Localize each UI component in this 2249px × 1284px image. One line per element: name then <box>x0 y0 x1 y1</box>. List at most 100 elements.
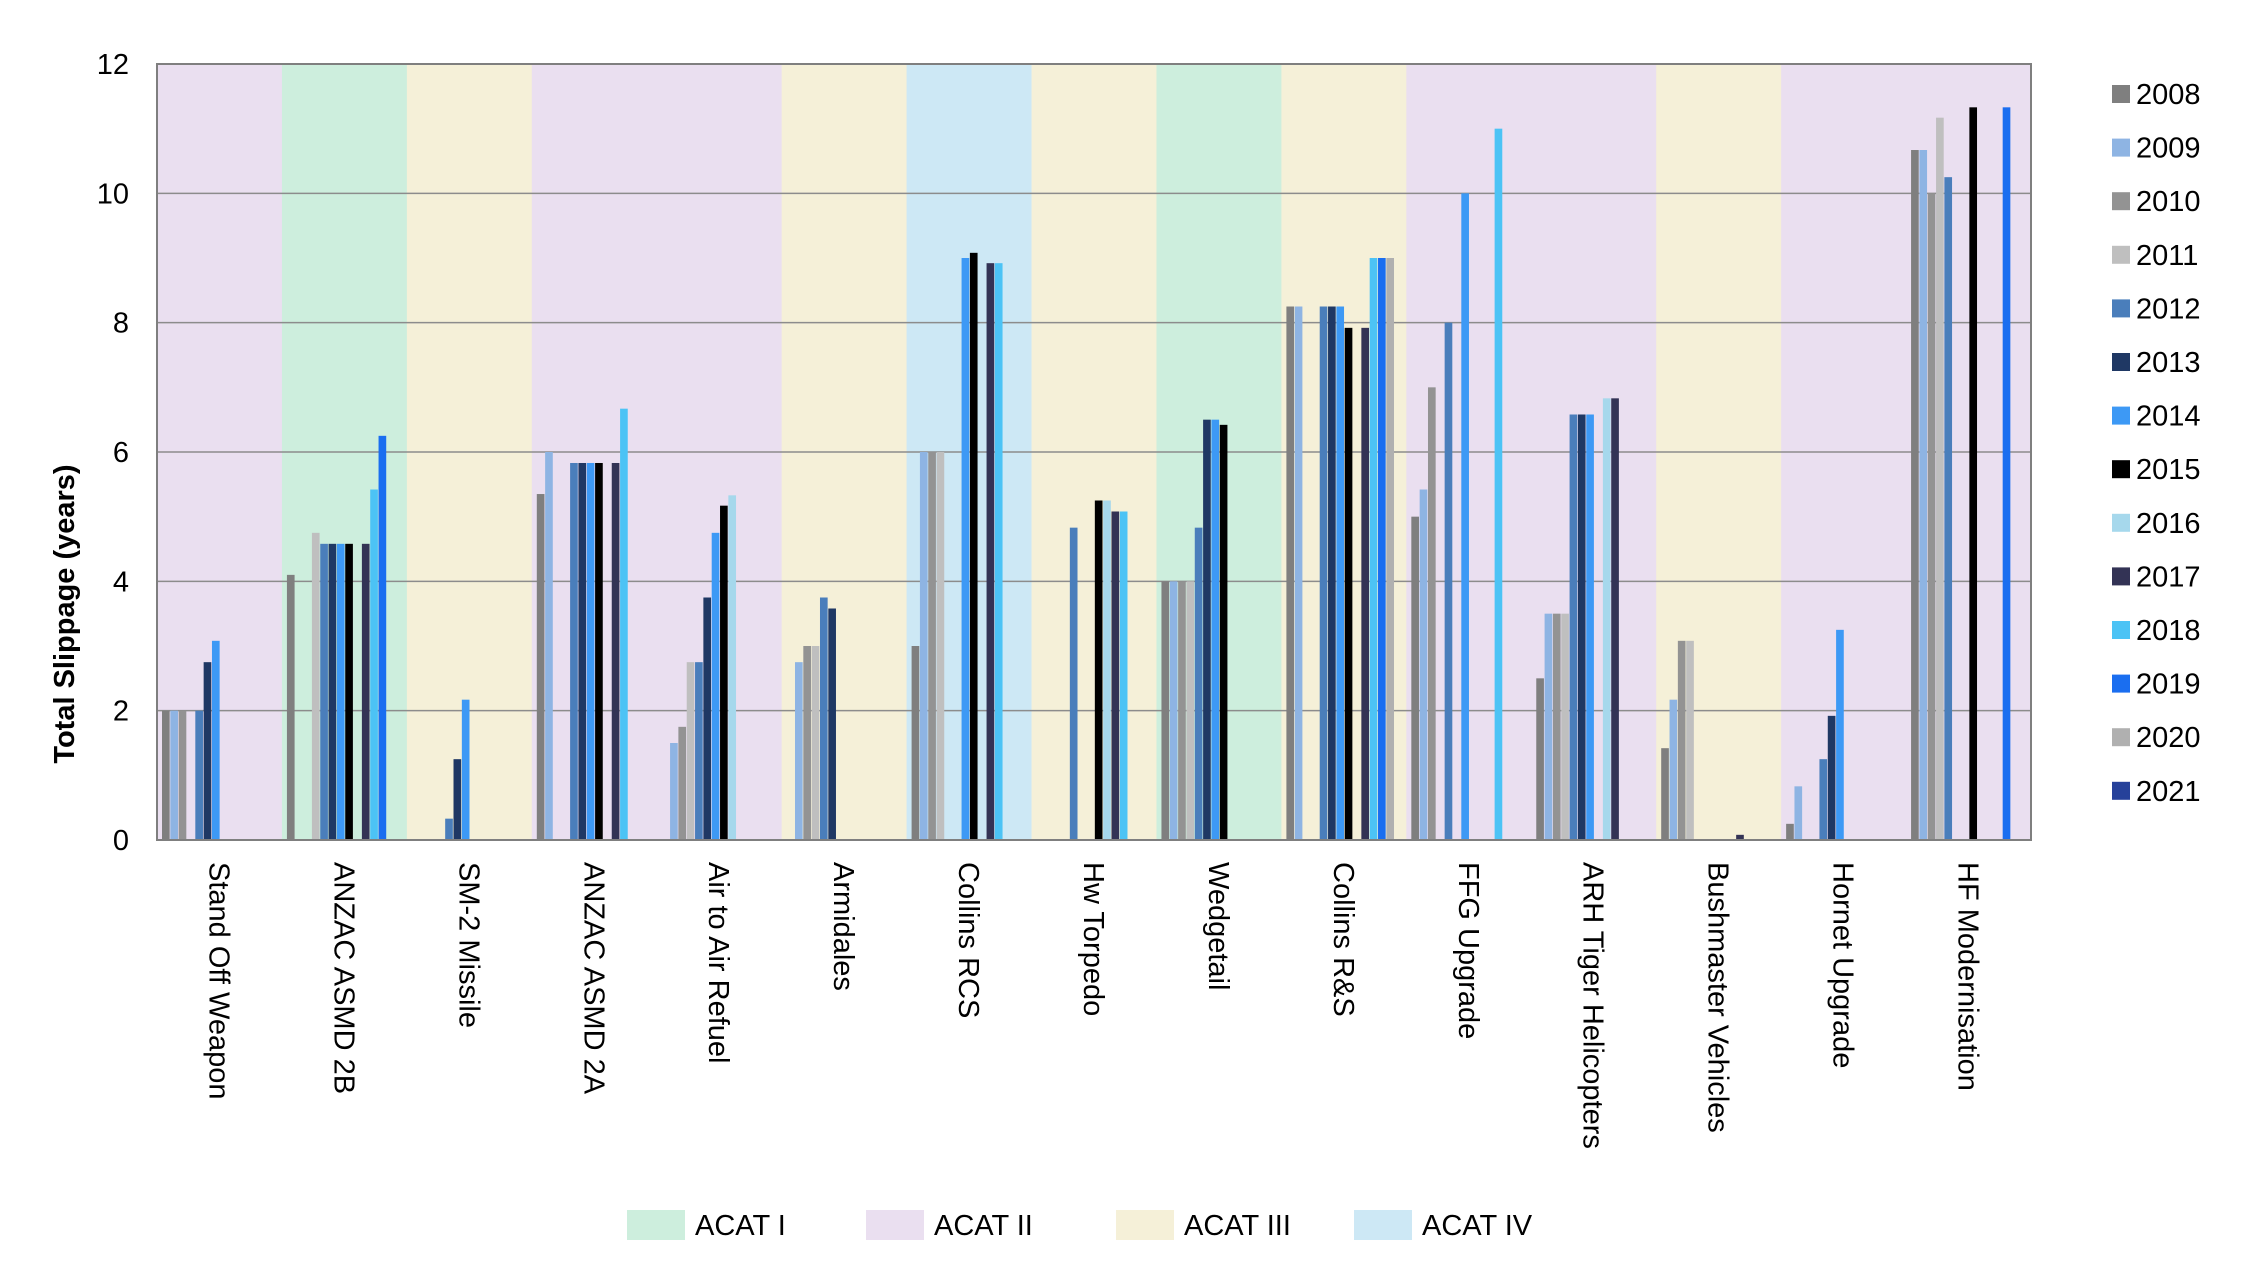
legend-item-2016: 2016 <box>2112 508 2201 540</box>
legend-item-2014: 2014 <box>2112 401 2201 433</box>
legend-label-2009: 2009 <box>2136 133 2201 165</box>
bar-air-to-air-refuel-2015 <box>720 505 728 840</box>
bar-collins-rands-2015 <box>1344 327 1353 841</box>
bar-hw-torpedo-2016 <box>1103 500 1111 840</box>
bar-arh-tiger-helicopters-2008 <box>1536 678 1544 840</box>
legend-label-2017: 2017 <box>2136 561 2201 593</box>
x-category-hf-modernisation: HF Modernisation <box>1952 862 1984 1091</box>
legend-label-2013: 2013 <box>2136 347 2201 379</box>
bar-arh-tiger-helicopters-2012 <box>1569 414 1578 840</box>
bars <box>161 107 2011 841</box>
bar-wedgetail-2013 <box>1203 419 1211 840</box>
bar-anzac-asmd-2a-2015 <box>595 462 603 840</box>
bar-air-to-air-refuel-2013 <box>703 597 712 840</box>
x-category-collins-rcs: Collins RCS <box>952 862 984 1018</box>
bar-anzac-asmd-2b-2011 <box>311 532 320 840</box>
legend-item-2008: 2008 <box>2112 79 2201 111</box>
y-tick-2: 2 <box>113 696 129 728</box>
class-swatch-acat-iv <box>1354 1210 1412 1240</box>
bar-air-to-air-refuel-2011 <box>686 662 695 840</box>
legend-swatch-2020 <box>2112 728 2130 747</box>
bar-sm-2-missile-2013 <box>453 759 462 840</box>
bar-hornet-upgrade-2012 <box>1819 759 1828 840</box>
x-category-ffg-upgrade: FFG Upgrade <box>1452 862 1484 1039</box>
legend-item-2017: 2017 <box>2112 561 2201 593</box>
x-category-arh-tiger-helicopters: ARH Tiger Helicopters <box>1577 862 1609 1149</box>
bar-armidales-2011 <box>811 646 820 840</box>
bar-collins-rcs-2017 <box>986 263 995 840</box>
y-tick-10: 10 <box>97 178 129 210</box>
bar-sm-2-missile-2014 <box>461 699 470 840</box>
class-legend-acat-i: ACAT I <box>627 1210 786 1242</box>
class-label-acat-iv: ACAT IV <box>1422 1210 1533 1242</box>
bar-arh-tiger-helicopters-2009 <box>1544 613 1553 840</box>
bar-collins-rands-2018 <box>1369 258 1378 840</box>
y-axis-label: Total Slippage (years) <box>49 464 81 763</box>
legend-label-2012: 2012 <box>2136 293 2201 325</box>
legend-swatch-2021 <box>2112 781 2130 800</box>
x-category-bushmaster-vehicles: Bushmaster Vehicles <box>1702 862 1734 1133</box>
bar-bushmaster-vehicles-2010 <box>1677 640 1686 840</box>
class-swatch-acat-iii <box>1116 1210 1174 1240</box>
bar-collins-rands-2009 <box>1294 306 1303 840</box>
bar-ffg-upgrade-2018 <box>1494 128 1503 840</box>
class-label-acat-iii: ACAT III <box>1184 1210 1291 1242</box>
bar-wedgetail-2012 <box>1194 527 1203 840</box>
bar-hw-torpedo-2012 <box>1069 527 1078 840</box>
bar-arh-tiger-helicopters-2010 <box>1552 613 1561 840</box>
legend-swatch-2009 <box>2112 138 2130 157</box>
x-category-collins-rands: Collins R&S <box>1327 862 1359 1017</box>
legend-swatch-2017 <box>2112 567 2130 586</box>
bar-stand-off-weapon-2014 <box>211 640 220 840</box>
bar-collins-rands-2014 <box>1336 306 1345 840</box>
class-swatch-acat-i <box>627 1210 685 1240</box>
legend-swatch-2016 <box>2112 513 2130 532</box>
legend-label-2019: 2019 <box>2136 669 2201 701</box>
bar-anzac-asmd-2b-2013 <box>328 543 337 840</box>
bar-collins-rands-2008 <box>1286 306 1295 840</box>
bar-anzac-asmd-2b-2008 <box>286 574 295 840</box>
bar-hf-modernisation-2019 <box>2002 107 2011 841</box>
bar-anzac-asmd-2a-2014 <box>586 462 595 840</box>
bar-sm-2-missile-2012 <box>445 818 453 840</box>
bar-collins-rcs-2014 <box>961 258 970 840</box>
bar-collins-rands-2020 <box>1386 258 1395 840</box>
legend-swatch-2019 <box>2112 674 2130 693</box>
bar-stand-off-weapon-2008 <box>161 710 170 840</box>
bar-armidales-2010 <box>803 646 811 840</box>
bar-stand-off-weapon-2009 <box>170 710 178 840</box>
legend-swatch-2012 <box>2112 299 2130 318</box>
x-category-hw-torpedo: Hw Torpedo <box>1077 862 1109 1016</box>
x-category-wedgetail: Wedgetail <box>1202 862 1234 990</box>
bar-bushmaster-vehicles-2008 <box>1661 748 1669 840</box>
bar-ffg-upgrade-2009 <box>1419 489 1428 840</box>
legend-swatch-2008 <box>2112 85 2130 103</box>
x-axis-categories: Stand Off Weapon ANZAC ASMD 2B SM-2 Missil… <box>202 862 1983 1149</box>
bar-ffg-upgrade-2014 <box>1461 193 1469 841</box>
x-category-hornet-upgrade: Hornet Upgrade <box>1827 862 1859 1068</box>
class-label-acat-i: ACAT I <box>695 1210 786 1242</box>
legend-label-2016: 2016 <box>2136 508 2201 540</box>
y-axis-ticks: 0 2 4 6 8 10 12 <box>97 49 129 857</box>
bar-anzac-asmd-2a-2018 <box>620 408 628 840</box>
legend-label-2008: 2008 <box>2136 79 2201 111</box>
class-legend-acat-ii: ACAT II <box>866 1210 1033 1242</box>
bar-anzac-asmd-2b-2019 <box>378 435 387 840</box>
bar-hornet-upgrade-2013 <box>1827 715 1836 840</box>
bar-wedgetail-2014 <box>1211 419 1220 840</box>
bar-stand-off-weapon-2013 <box>203 662 212 840</box>
bar-anzac-asmd-2b-2015 <box>345 543 353 840</box>
bar-bushmaster-vehicles-2009 <box>1669 699 1678 840</box>
bar-wedgetail-2008 <box>1161 581 1170 840</box>
class-legend-acat-iii: ACAT III <box>1116 1210 1291 1242</box>
class-legend-acat-iv: ACAT IV <box>1354 1210 1533 1242</box>
bar-wedgetail-2010 <box>1178 581 1186 840</box>
legend-swatch-2010 <box>2112 192 2130 211</box>
bar-air-to-air-refuel-2010 <box>678 726 687 840</box>
bar-hf-modernisation-2009 <box>1919 150 1928 841</box>
bar-anzac-asmd-2a-2012 <box>570 462 578 840</box>
bar-collins-rcs-2018 <box>994 263 1003 840</box>
legend-item-2012: 2012 <box>2112 293 2201 325</box>
legend-item-2015: 2015 <box>2112 454 2201 486</box>
